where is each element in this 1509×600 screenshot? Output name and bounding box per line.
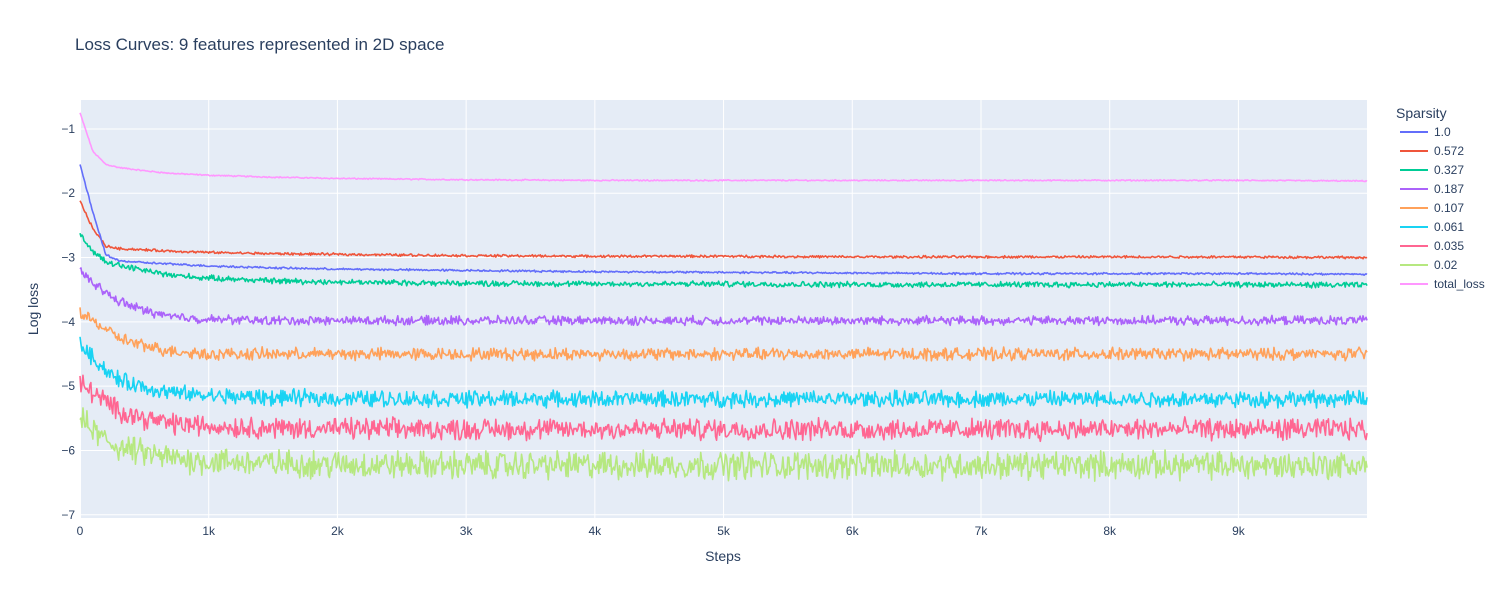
series-line-0-061[interactable]: [79, 336, 1368, 410]
x-tick-label: 4k: [589, 524, 603, 538]
x-axis-title: Steps: [705, 548, 741, 564]
y-tick-label: −5: [61, 379, 75, 393]
series-line-0-572[interactable]: [79, 200, 1368, 260]
x-tick-label: 6k: [846, 524, 860, 538]
legend-item[interactable]: 0.327: [1400, 163, 1464, 177]
series-line-0-187[interactable]: [79, 267, 1368, 327]
x-tick-label: 8k: [1103, 524, 1117, 538]
y-tick-label: −6: [61, 443, 75, 457]
series-line-0-327[interactable]: [79, 232, 1368, 289]
x-tick-label: 0: [77, 524, 84, 538]
legend-item[interactable]: 0.107: [1400, 201, 1464, 215]
chart-title: Loss Curves: 9 features represented in 2…: [75, 35, 444, 54]
y-tick-label: −2: [61, 186, 75, 200]
x-tick-label: 3k: [460, 524, 474, 538]
legend-label: 0.035: [1434, 239, 1464, 253]
legend-item[interactable]: 0.02: [1400, 258, 1458, 272]
x-tick-label: 9k: [1232, 524, 1246, 538]
series-lines: [79, 112, 1368, 482]
legend-label: 1.0: [1434, 125, 1451, 139]
legend-item[interactable]: 0.035: [1400, 239, 1464, 253]
legend-item[interactable]: 0.187: [1400, 182, 1464, 196]
x-tick-label: 2k: [331, 524, 345, 538]
y-tick-label: −3: [61, 251, 75, 265]
y-axis-ticks: −1 −2 −3 −4 −5 −6 −7: [61, 122, 75, 522]
legend-label: 0.327: [1434, 163, 1464, 177]
series-line-total-loss[interactable]: [79, 112, 1368, 183]
legend-item[interactable]: 0.061: [1400, 220, 1464, 234]
legend-label: 0.187: [1434, 182, 1464, 196]
legend-item[interactable]: 1.0: [1400, 125, 1451, 139]
y-axis-title: Log loss: [25, 283, 41, 335]
legend-label: total_loss: [1434, 277, 1485, 291]
legend-label: 0.02: [1434, 258, 1458, 272]
x-tick-label: 1k: [202, 524, 216, 538]
grid: [79, 100, 1367, 518]
legend-item[interactable]: 0.572: [1400, 144, 1464, 158]
x-axis-ticks: 0 1k 2k 3k 4k 5k 6k 7k 8k 9k: [77, 524, 1246, 538]
x-tick-label: 5k: [717, 524, 731, 538]
legend-label: 0.107: [1434, 201, 1464, 215]
series-line-0-035[interactable]: [79, 374, 1368, 443]
legend-label: 0.572: [1434, 144, 1464, 158]
legend-item[interactable]: total_loss: [1400, 277, 1485, 291]
x-tick-label: 7k: [975, 524, 989, 538]
legend-label: 0.061: [1434, 220, 1464, 234]
legend-title: Sparsity: [1396, 105, 1447, 121]
y-tick-label: −4: [61, 315, 75, 329]
legend[interactable]: Sparsity 1.0 0.572 0.327 0.187 0.107 0.061 0.0…: [1396, 105, 1485, 291]
series-line-0-02[interactable]: [79, 407, 1368, 482]
series-line-0-107[interactable]: [79, 307, 1368, 362]
y-tick-label: −1: [61, 122, 75, 136]
y-tick-label: −7: [61, 508, 75, 522]
series-line-1-0[interactable]: [79, 164, 1368, 276]
